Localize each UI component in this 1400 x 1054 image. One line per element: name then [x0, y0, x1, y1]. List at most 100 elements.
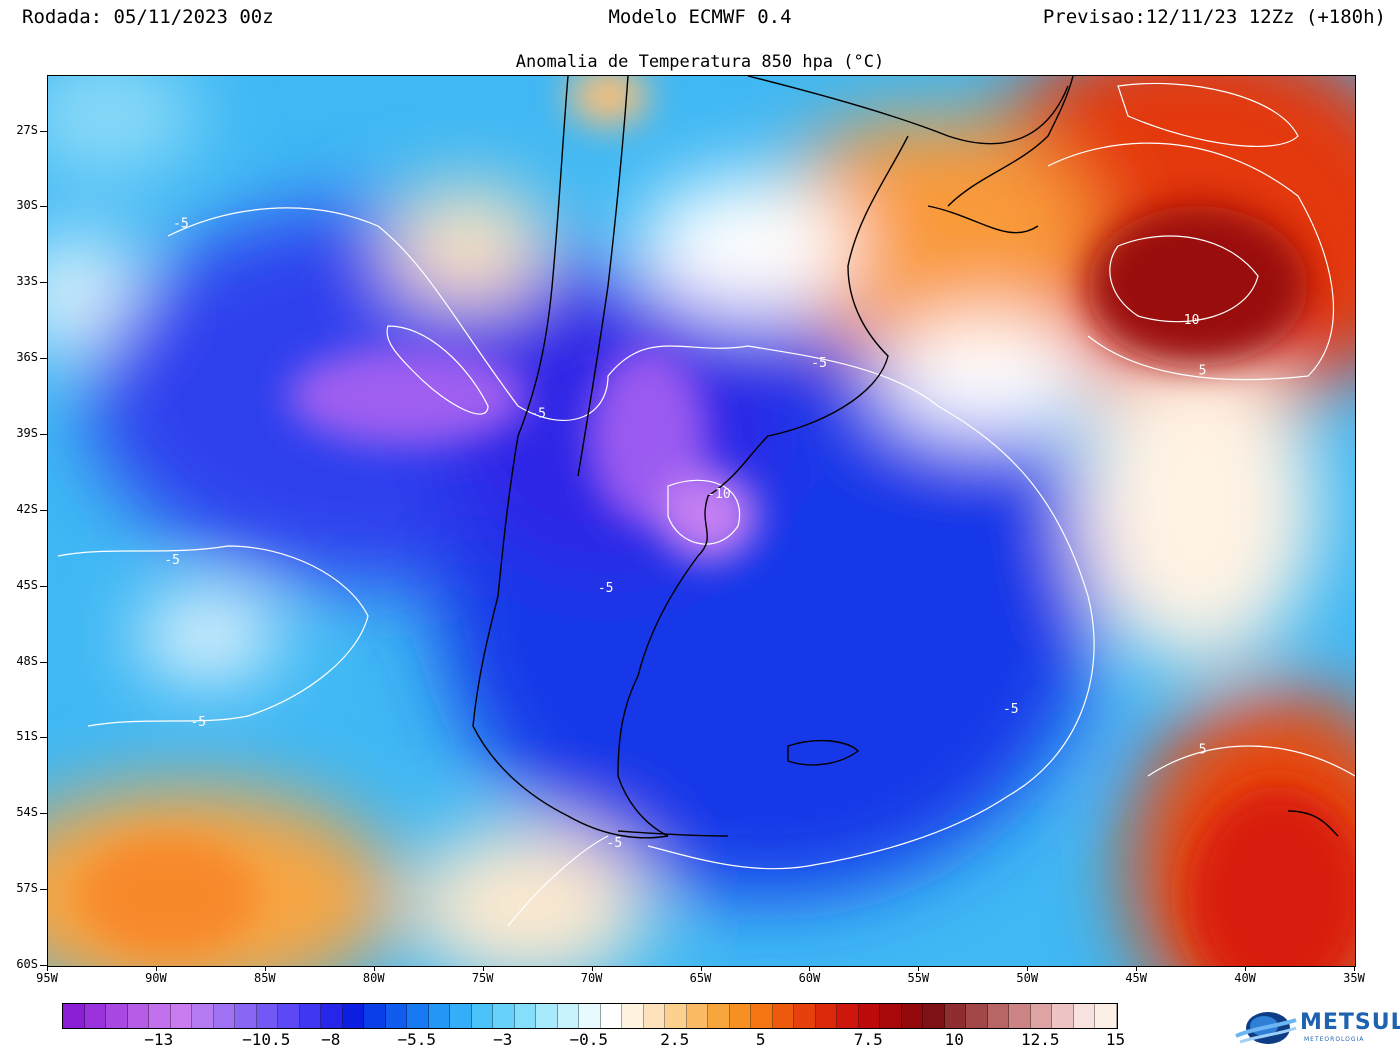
lat-tick [40, 585, 47, 587]
lon-label: 65W [689, 971, 712, 985]
colorbar-swatch [579, 1004, 601, 1028]
contour-label: -5 [190, 715, 206, 730]
lat-label: 30S [16, 198, 38, 213]
colorbar-swatch [536, 1004, 558, 1028]
globe-icon [1235, 1012, 1297, 1044]
colorbar-swatch [622, 1004, 644, 1028]
contour-label: -5 [530, 406, 546, 421]
colorbar-swatch [751, 1004, 773, 1028]
colorbar-swatch [1052, 1004, 1074, 1028]
lon-tick [1027, 966, 1029, 971]
colorbar-swatch [213, 1004, 235, 1028]
colorbar-tick-label: 15 [1105, 1030, 1126, 1049]
lat-tick [40, 130, 47, 132]
colorbar-swatch [815, 1004, 837, 1028]
colorbar-swatch [708, 1004, 730, 1028]
colorbar-tick-label: 2.5 [660, 1030, 690, 1049]
contour-label: 10 [1184, 313, 1200, 328]
colorbar-swatch [600, 1004, 622, 1028]
colorbar-tick-label: 10 [944, 1030, 964, 1049]
colorbar-swatch [149, 1004, 171, 1028]
colorbar-swatch [299, 1004, 321, 1028]
lon-label: 90W [145, 971, 167, 985]
lon-tick [373, 966, 375, 971]
colorbar-swatch [385, 1004, 407, 1028]
lat-label: 57S [16, 881, 38, 896]
colorbar-swatch [235, 1004, 257, 1028]
lon-label: 50W [1016, 971, 1039, 985]
colorbar-swatch [407, 1004, 429, 1028]
colorbar-tick-label: −3 [493, 1030, 513, 1049]
lat-label: 54S [16, 805, 38, 820]
lat-label: 27S [16, 122, 38, 137]
lon-tick [591, 966, 593, 971]
logo-subtitle: METEOROLOGIA [1304, 1036, 1365, 1043]
lat-tick [40, 358, 47, 360]
lon-label: 80W [362, 971, 385, 985]
colorbar-swatch [966, 1004, 988, 1028]
lon-label: 85W [253, 971, 276, 985]
colorbar-swatch [170, 1004, 192, 1028]
forecast-label: Previsao:12/11/23 12Zz (+180h) [1042, 6, 1386, 28]
lat-tick [40, 889, 47, 891]
lat-tick [40, 661, 47, 663]
colorbar-swatch [493, 1004, 515, 1028]
colorbar-tick-label: 5 [755, 1030, 766, 1049]
lon-tick [809, 966, 811, 971]
lon-label: 75W [471, 971, 494, 985]
lat-tick [40, 434, 47, 436]
colorbar-swatch [450, 1004, 472, 1028]
colorbar-tick-label: −13 [144, 1030, 174, 1049]
colorbar-swatch [1009, 1004, 1031, 1028]
contour-label: -5 [607, 836, 623, 851]
contour-label: -10 [707, 487, 730, 502]
colorbar-swatch [321, 1004, 343, 1028]
colorbar-tick-label: −0.5 [569, 1030, 609, 1049]
colorbar-swatch [858, 1004, 880, 1028]
colorbar-swatch [686, 1004, 708, 1028]
colorbar-swatch [106, 1004, 128, 1028]
colorbar [62, 1003, 1118, 1029]
colorbar-swatch [471, 1004, 493, 1028]
colorbar-swatch [987, 1004, 1009, 1028]
colorbar-swatch [192, 1004, 214, 1028]
lon-label: 95W [36, 971, 58, 985]
lon-tick [47, 966, 48, 971]
lon-tick [1354, 966, 1355, 971]
colorbar-swatch [665, 1004, 687, 1028]
lat-label: 36S [16, 350, 38, 365]
lat-tick [40, 509, 47, 511]
lat-tick [40, 813, 47, 815]
lon-tick [700, 966, 702, 971]
colorbar-swatch [923, 1004, 945, 1028]
colorbar-swatch [794, 1004, 816, 1028]
lat-tick [40, 282, 47, 284]
lat-label: 39S [16, 426, 38, 441]
lat-tick [40, 206, 47, 208]
colorbar-swatch [1073, 1004, 1095, 1028]
lon-label: 60W [798, 971, 821, 985]
map-title: Anomalia de Temperatura 850 hpa (°C) [515, 52, 885, 72]
colorbar-swatch [84, 1004, 106, 1028]
lon-label: 70W [580, 971, 603, 985]
lat-tick [40, 965, 47, 966]
contour-label: 5 [1199, 743, 1207, 758]
colorbar-swatch [880, 1004, 902, 1028]
run-label: Rodada: 05/11/2023 00z [22, 6, 274, 28]
contour-label: -5 [1003, 702, 1019, 717]
colorbar-swatch [278, 1004, 300, 1028]
lat-label: 45S [16, 577, 38, 592]
contour-label: 5 [1199, 363, 1207, 378]
colorbar-tick-label: −8 [321, 1030, 341, 1049]
model-label: Modelo ECMWF 0.4 [608, 6, 792, 28]
colorbar-swatch [772, 1004, 794, 1028]
colorbar-swatch [557, 1004, 579, 1028]
colorbar-swatch [342, 1004, 364, 1028]
colorbar-swatch [514, 1004, 536, 1028]
lon-tick [482, 966, 484, 971]
colorbar-swatch [944, 1004, 966, 1028]
colorbar-swatch [643, 1004, 665, 1028]
lat-label: 42S [16, 501, 38, 516]
colorbar-tick-label: −10.5 [242, 1030, 291, 1049]
lon-label: 35W [1343, 971, 1365, 985]
